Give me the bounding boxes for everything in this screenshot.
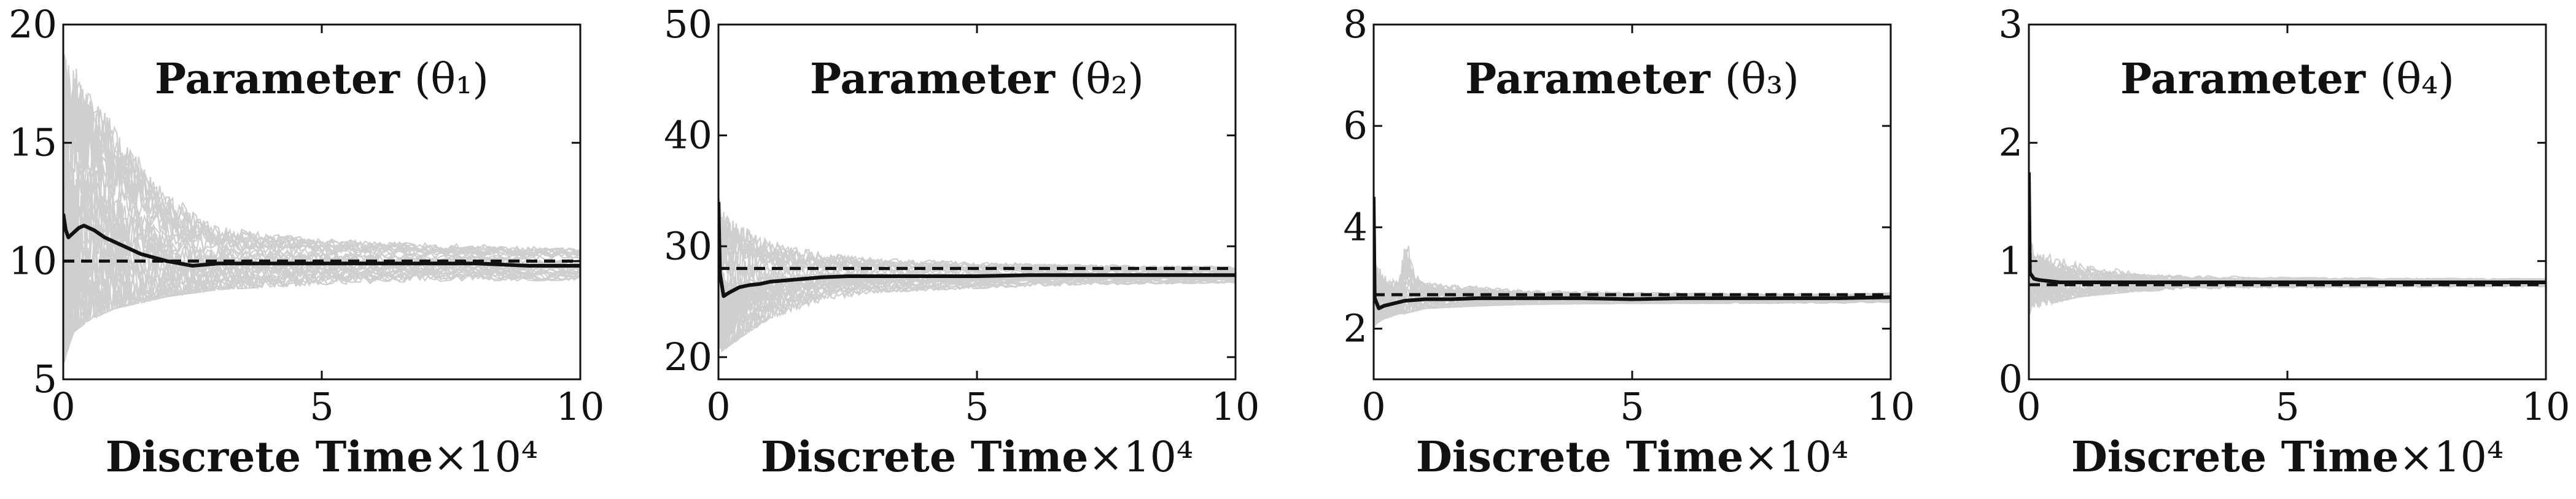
x-tick-label: 0 xyxy=(2017,384,2041,429)
x-tick-label: 5 xyxy=(965,384,989,429)
panel-title-text: Parameter xyxy=(1465,55,1725,104)
particle-trace xyxy=(63,176,580,277)
particle-trace xyxy=(1374,246,1891,324)
panel-title-text: Parameter xyxy=(155,55,414,104)
x-tick-label: 10 xyxy=(2522,384,2570,429)
mean-estimate-line xyxy=(1374,196,1891,311)
panel-title: Parameter (θ₃) xyxy=(1465,55,1799,104)
particle-trace xyxy=(718,202,1235,313)
particle-trace xyxy=(718,278,1235,350)
panel-title-symbol: (θ₁) xyxy=(414,55,489,104)
x-tick-label: 0 xyxy=(1361,384,1385,429)
y-tick-label: 2 xyxy=(1344,306,1368,350)
x-axis-label-text: Discrete Time xyxy=(106,433,434,482)
y-tick-label: 30 xyxy=(664,223,712,268)
panel-4: 0 1 2 3 0 5 10 Parameter (θ₄) Discrete Time×10⁴ xyxy=(1999,2,2570,482)
y-tick-label: 50 xyxy=(664,2,712,47)
x-axis-label-text: Discrete Time xyxy=(1416,433,1744,482)
y-tick-label: 4 xyxy=(1344,204,1368,249)
x-axis-label-text: Discrete Time xyxy=(761,433,1089,482)
x-tick-label: 10 xyxy=(1212,384,1260,429)
particle-trace xyxy=(1374,233,1891,324)
particle-trace xyxy=(718,196,1235,273)
particle-trace xyxy=(63,268,580,346)
particle-trace xyxy=(2029,225,2546,282)
y-tick-label: 2 xyxy=(1999,120,2023,165)
x-axis-scale: ×10⁴ xyxy=(1743,433,1848,482)
mean-estimate-line xyxy=(2029,172,2546,284)
panel-2: 20 30 40 50 0 5 10 Parameter (θ₂) Discrete Time×… xyxy=(664,2,1259,482)
panel-title: Parameter (θ₄) xyxy=(2120,55,2454,104)
particle-trace xyxy=(1374,233,1891,328)
panel-3: 2 4 6 8 0 5 10 Parameter (θ₃) Discrete Time×10⁴ xyxy=(1344,2,1915,482)
particle-trace xyxy=(63,68,580,257)
particle-trace xyxy=(63,271,580,354)
particle-trace xyxy=(63,142,580,266)
y-tick-label: 10 xyxy=(9,238,57,283)
y-tick-label: 40 xyxy=(664,113,712,158)
y-tick-label: 5 xyxy=(33,357,57,401)
x-tick-label: 5 xyxy=(1620,384,1644,429)
x-axis-label: Discrete Time×10⁴ xyxy=(2071,433,2504,482)
particle-trace xyxy=(1374,227,1891,325)
x-axis-scale: ×10⁴ xyxy=(1088,433,1193,482)
panel-title: Parameter (θ₂) xyxy=(810,55,1144,104)
panel-title-symbol: (θ₄) xyxy=(2380,55,2454,104)
x-tick-label: 5 xyxy=(309,384,333,429)
y-tick-label: 0 xyxy=(1999,357,2023,401)
particle-trace xyxy=(1374,227,1891,325)
y-tick-label: 6 xyxy=(1344,103,1368,148)
x-axis-label: Discrete Time×10⁴ xyxy=(1416,433,1848,482)
particle-trace xyxy=(63,206,580,301)
y-tick-label: 15 xyxy=(9,120,57,165)
x-tick-label: 5 xyxy=(2275,384,2299,429)
plot-area xyxy=(2029,172,2546,316)
panel-title-text: Parameter xyxy=(810,55,1070,104)
particle-trace xyxy=(718,220,1235,322)
x-axis-label: Discrete Time×10⁴ xyxy=(761,433,1193,482)
x-tick-label: 10 xyxy=(556,384,605,429)
particle-trace xyxy=(63,161,580,268)
y-tick-label: 8 xyxy=(1344,2,1368,47)
plot-area xyxy=(63,54,580,363)
panel-title-text: Parameter xyxy=(2120,55,2380,104)
particle-trace xyxy=(718,279,1235,350)
y-tick-label: 3 xyxy=(1999,2,2023,47)
x-axis-scale: ×10⁴ xyxy=(433,433,538,482)
particle-trace xyxy=(2029,230,2546,308)
y-tick-label: 1 xyxy=(1999,238,2023,283)
x-axis-label: Discrete Time×10⁴ xyxy=(106,433,538,482)
particle-trace xyxy=(1374,230,1891,325)
x-tick-label: 0 xyxy=(51,384,75,429)
x-tick-label: 0 xyxy=(706,384,730,429)
particle-trace xyxy=(63,109,580,263)
plot-area xyxy=(718,196,1235,352)
x-axis-scale: ×10⁴ xyxy=(2399,433,2504,482)
particle-trace xyxy=(1374,227,1891,298)
y-tick-label: 20 xyxy=(9,2,57,47)
y-tick-label: 20 xyxy=(664,335,712,379)
x-tick-label: 10 xyxy=(1867,384,1915,429)
particle-trace xyxy=(63,251,580,335)
panel-title-symbol: (θ₂) xyxy=(1070,55,1144,104)
mean-estimate-line xyxy=(63,213,580,268)
panel-title-symbol: (θ₃) xyxy=(1725,55,1799,104)
panel-title: Parameter (θ₁) xyxy=(155,55,489,104)
plot-area xyxy=(1374,196,1891,329)
x-axis-label-text: Discrete Time xyxy=(2071,433,2399,482)
mean-estimate-line xyxy=(718,201,1235,298)
particle-trace xyxy=(718,196,1235,271)
particle-trace xyxy=(718,196,1235,272)
